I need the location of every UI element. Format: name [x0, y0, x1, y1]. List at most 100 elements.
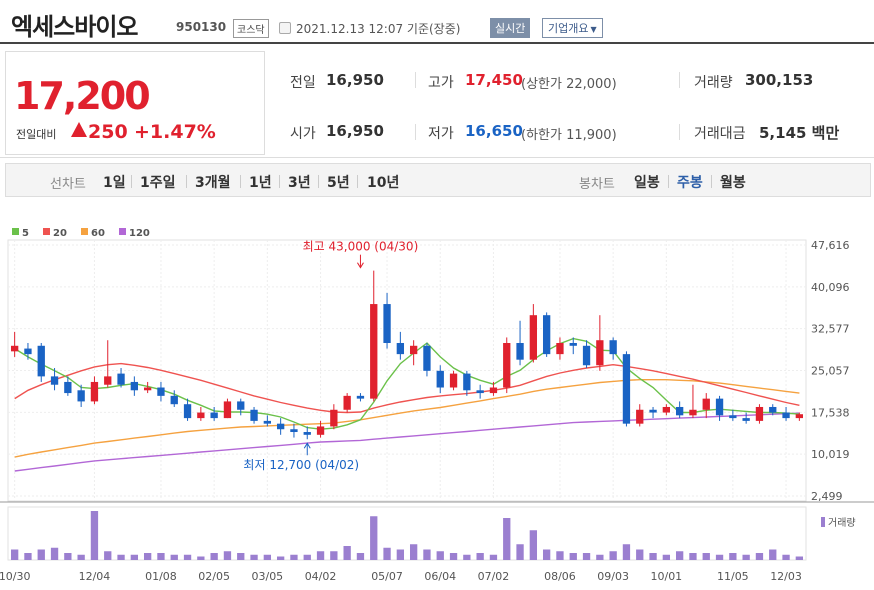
volume-bar [755, 553, 764, 560]
x-tick-label: 06/04 [424, 570, 456, 583]
period-1w[interactable]: 1주일 [140, 175, 176, 191]
period-3m[interactable]: 3개월 [195, 175, 231, 191]
divider [711, 175, 712, 188]
candle-body [303, 432, 311, 435]
volume-bar [622, 544, 631, 560]
candle-body [596, 340, 604, 366]
candle-body [130, 381, 139, 391]
candle-body [237, 401, 245, 410]
candle-body [183, 404, 192, 419]
volume-bar [662, 554, 671, 560]
divider [318, 175, 319, 188]
volume-bar [489, 554, 498, 560]
candle-body [64, 381, 72, 394]
up-arrow-icon [71, 122, 87, 137]
open-label: 시가 [290, 126, 316, 142]
open-value: 16,950 [326, 122, 384, 140]
volume-bar [24, 553, 32, 560]
candle-body [117, 373, 125, 385]
candle-body [276, 423, 285, 430]
period-1y[interactable]: 1년 [249, 175, 272, 191]
candle-body [396, 343, 405, 355]
volume-bar [356, 553, 365, 560]
volume-bar [223, 551, 232, 560]
candle-body [50, 376, 59, 385]
candle-body [516, 343, 524, 360]
volume-bar [237, 553, 245, 560]
volume-bar [263, 554, 272, 560]
high-value: 17,450 [465, 71, 523, 89]
lower-limit: (하한가 11,900) [521, 128, 617, 143]
volume-bar [529, 530, 538, 560]
volume-bar [569, 553, 577, 560]
volume-bar [596, 554, 604, 560]
company-info-button[interactable]: 기업개요 ▼ [542, 18, 603, 38]
volume-bar [729, 553, 737, 560]
candle-body [37, 345, 45, 377]
volume-bar [769, 549, 777, 560]
period-1d[interactable]: 1일 [103, 175, 126, 191]
volume-bar [675, 551, 684, 560]
volume-bar [742, 554, 750, 560]
amount-value: 5,145 백만 [759, 124, 840, 142]
candle-body [290, 429, 298, 433]
volume-bar [715, 554, 724, 560]
volume-legend-label: 거래량 [828, 517, 856, 529]
volume-bar [330, 551, 338, 560]
high-annotation: 최고 43,000 (04/30) [303, 240, 419, 254]
period-bar: 선차트 1일 1주일 3개월 1년 3년 5년 10년 봉차트 일봉 주봉 월봉 [5, 163, 871, 197]
x-tick-label: 07/02 [478, 570, 510, 583]
x-tick-label: 03/05 [251, 570, 283, 583]
candle-body [556, 343, 564, 355]
low-annotation: 최저 12,700 (04/02) [243, 458, 359, 472]
volume-bar [170, 554, 178, 560]
realtime-button[interactable]: 실시간 [490, 18, 531, 38]
volume-bar [370, 516, 378, 560]
candle-weekly[interactable]: 주봉 [677, 175, 703, 191]
volume-bar [423, 549, 431, 560]
legend-swatch [119, 228, 126, 235]
volume-bar [50, 547, 59, 560]
candle-body [636, 409, 644, 424]
change-label: 전일대비 [16, 128, 57, 141]
y-tick-label: 2,499 [811, 490, 843, 503]
candle-body [263, 420, 272, 424]
legend-swatch [81, 228, 88, 235]
volume-bar [649, 553, 657, 560]
title-bar: 엑세스바이오 950130 코스닥 2021.12.13 12:07 기준(장중… [0, 0, 874, 44]
candle-body [409, 345, 418, 355]
y-tick-label: 17,538 [811, 406, 850, 419]
prev-close-value: 16,950 [326, 71, 384, 89]
divider [679, 72, 680, 88]
volume-bar [197, 556, 205, 560]
period-3y[interactable]: 3년 [288, 175, 311, 191]
divider [131, 175, 132, 188]
candle-body [383, 304, 391, 344]
change-percent: +1.47% [134, 121, 216, 143]
volume-bar [290, 554, 298, 560]
volume-bar [503, 518, 511, 560]
candle-chart-label: 봉차트 [579, 177, 615, 192]
x-tick-label: 10/01 [650, 570, 682, 583]
candle-body [423, 345, 431, 371]
volume-bar [516, 544, 524, 560]
volume-bar [782, 554, 790, 560]
candle-body [356, 395, 365, 399]
volume-bar [396, 549, 405, 560]
candle-monthly[interactable]: 월봉 [720, 175, 746, 191]
volume-bar [449, 553, 458, 560]
legend-swatch [12, 228, 19, 235]
period-5y[interactable]: 5년 [327, 175, 350, 191]
candle-body [609, 340, 617, 355]
volume-bar [609, 551, 617, 560]
candle-daily[interactable]: 일봉 [634, 175, 660, 191]
x-tick-label: 12/04 [79, 570, 111, 583]
quote-datetime: 2021.12.13 12:07 기준(장중) [296, 22, 461, 36]
candle-body [503, 343, 511, 388]
volume-bar [183, 554, 192, 560]
candle-body [795, 414, 804, 419]
period-10y[interactable]: 10년 [367, 175, 400, 191]
volume-bar [409, 544, 418, 560]
candle-body [10, 345, 19, 352]
current-price: 17,200 [14, 74, 151, 118]
